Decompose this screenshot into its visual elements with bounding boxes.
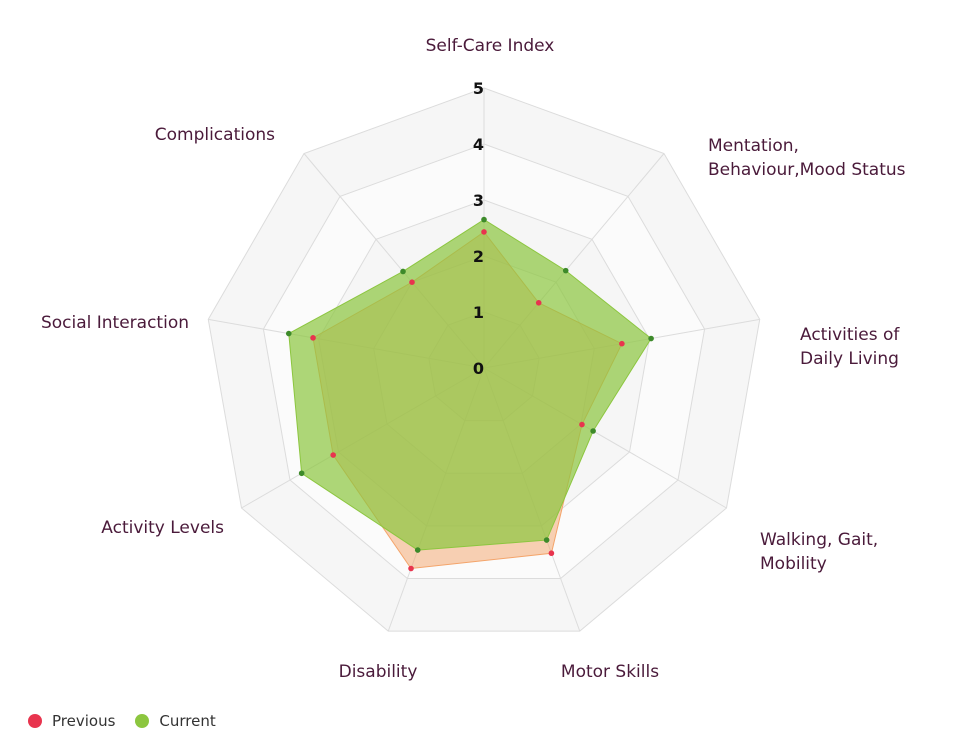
data-point xyxy=(648,335,654,342)
data-point xyxy=(562,267,569,274)
data-point xyxy=(285,330,292,337)
category-label: Social Interaction xyxy=(40,313,189,333)
legend: Previous Current xyxy=(28,712,216,730)
data-point xyxy=(481,216,487,223)
legend-item[interactable]: Current xyxy=(135,712,216,730)
data-point xyxy=(579,421,585,428)
category-label: Walking, Gait, Mobility xyxy=(760,530,879,574)
y-tick-label: 1 xyxy=(473,303,484,322)
y-tick-label: 4 xyxy=(473,135,484,154)
data-point xyxy=(548,550,555,557)
legend-item[interactable]: Previous xyxy=(28,712,115,730)
legend-label: Previous xyxy=(52,712,116,730)
legend-label: Current xyxy=(159,712,216,730)
data-point xyxy=(543,537,550,543)
data-point xyxy=(619,340,625,347)
data-point xyxy=(481,229,487,235)
category-label: Mentation, Behaviour,Mood Status xyxy=(708,136,906,180)
legend-swatch xyxy=(135,714,150,728)
y-tick-label: 2 xyxy=(473,247,484,266)
series-area xyxy=(288,219,652,551)
data-point xyxy=(414,547,421,553)
legend-swatch xyxy=(28,714,42,728)
data-point xyxy=(400,268,406,275)
data-point xyxy=(298,470,305,477)
y-tick-label: 0 xyxy=(473,359,484,378)
category-label: Complications xyxy=(154,125,275,145)
category-label: Activity Levels xyxy=(101,518,224,538)
y-tick-label: 5 xyxy=(473,79,484,98)
category-label: Motor Skills xyxy=(560,662,660,682)
category-label: Disability xyxy=(338,662,418,682)
data-point xyxy=(590,428,596,434)
category-label: Activities of Daily Living xyxy=(800,325,900,369)
data-point xyxy=(535,299,542,306)
data-point xyxy=(330,452,336,458)
category-label: Self-Care Index xyxy=(425,36,555,56)
data-point xyxy=(408,565,414,572)
y-tick-label: 3 xyxy=(473,191,484,210)
data-point xyxy=(310,335,316,341)
data-point xyxy=(409,279,415,286)
